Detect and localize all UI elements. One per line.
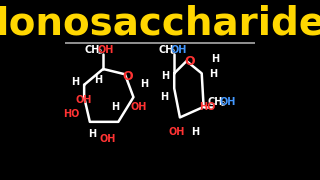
Text: HO: HO bbox=[199, 102, 215, 112]
Text: H: H bbox=[89, 129, 97, 139]
Text: H: H bbox=[140, 79, 148, 89]
Text: H: H bbox=[191, 127, 199, 137]
Text: H: H bbox=[161, 71, 169, 81]
Text: H: H bbox=[111, 102, 119, 112]
Text: OH: OH bbox=[171, 46, 187, 55]
Text: 2: 2 bbox=[171, 49, 175, 55]
Text: 2: 2 bbox=[98, 49, 102, 55]
Text: H: H bbox=[160, 92, 168, 102]
Text: OH: OH bbox=[220, 97, 236, 107]
Text: H: H bbox=[211, 54, 219, 64]
Text: H: H bbox=[94, 75, 102, 85]
Text: OH: OH bbox=[169, 127, 185, 137]
Text: H: H bbox=[72, 77, 80, 87]
Text: CH: CH bbox=[85, 46, 100, 55]
Text: H: H bbox=[209, 69, 217, 79]
Text: CH: CH bbox=[158, 46, 173, 55]
Text: 2: 2 bbox=[220, 101, 225, 107]
Text: CH: CH bbox=[208, 97, 223, 107]
Text: OH: OH bbox=[98, 46, 114, 55]
Text: HO: HO bbox=[63, 109, 79, 119]
Text: OH: OH bbox=[75, 95, 92, 105]
Text: OH: OH bbox=[100, 134, 116, 145]
Text: O: O bbox=[185, 55, 195, 68]
Text: O: O bbox=[123, 70, 133, 83]
Text: Monosaccharides: Monosaccharides bbox=[0, 4, 320, 42]
Text: OH: OH bbox=[130, 102, 146, 112]
